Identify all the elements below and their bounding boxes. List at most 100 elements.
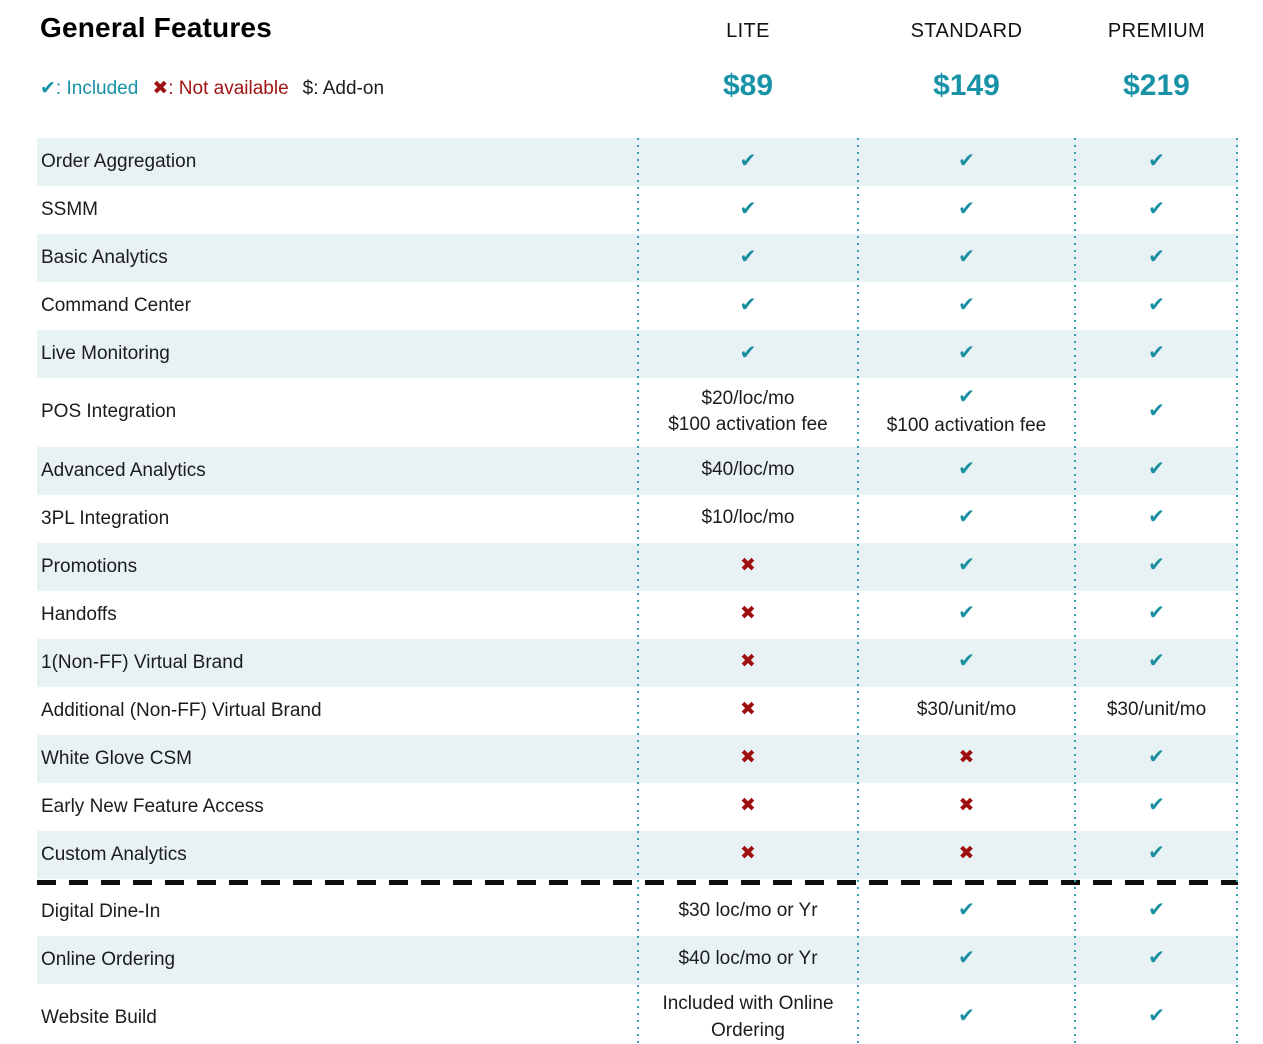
plan-value-cell: ✔ xyxy=(858,190,1075,231)
feature-label: Additional (Non-FF) Virtual Brand xyxy=(41,699,322,721)
plan-value-cell: ✖ xyxy=(638,690,858,731)
plan-value-cell: ✔ xyxy=(858,238,1075,279)
feature-label: Early New Feature Access xyxy=(41,795,264,817)
check-icon: ✔ xyxy=(958,899,975,922)
cross-icon: ✖ xyxy=(958,795,975,817)
table-row: Online Ordering $40 loc/mo or Yr ✔ ✔ xyxy=(37,935,1238,984)
table-header: General Features ✔: Included ✖: Not avail… xyxy=(37,0,1238,138)
plan-value-cell: ✔ xyxy=(1075,642,1238,683)
plan-value-cell: ✖ xyxy=(638,786,858,827)
check-icon: ✔ xyxy=(958,149,975,172)
check-icon: ✔ xyxy=(958,293,975,316)
plan-value-cell: ✖ xyxy=(638,546,858,587)
check-icon: ✔ xyxy=(958,386,975,408)
plan-price-lite: $89 xyxy=(722,69,774,102)
plan-value-cell: ✔ xyxy=(1075,594,1238,635)
check-icon: ✔ xyxy=(1148,794,1165,817)
feature-label: Live Monitoring xyxy=(41,342,170,364)
plan-column-premium: PREMIUM $219 xyxy=(1075,0,1238,138)
check-icon: ✔ xyxy=(1148,602,1165,625)
plan-value-cell: ✔ xyxy=(1075,834,1238,875)
plan-value-cell: ✖ xyxy=(858,834,1075,875)
cross-icon: ✖ xyxy=(740,699,756,721)
feature-label: Digital Dine-In xyxy=(41,900,161,922)
check-icon: ✔ xyxy=(739,149,757,172)
cell-text: $10/loc/mo xyxy=(701,507,795,529)
check-icon: ✔ xyxy=(958,602,975,625)
feature-label: 1(Non-FF) Virtual Brand xyxy=(41,651,244,673)
cross-icon: ✖ xyxy=(740,747,756,769)
plan-value-cell: ✖ xyxy=(638,738,858,779)
check-icon: ✔ xyxy=(739,245,757,268)
plan-value-cell: $30/unit/mo xyxy=(858,690,1075,731)
cell-text: $40 loc/mo or Yr xyxy=(678,948,818,970)
check-icon: ✔ xyxy=(958,197,975,220)
plan-value-cell: ✔ xyxy=(1075,997,1238,1038)
plan-value-cell: ✔ $100 activation fee xyxy=(858,378,1075,447)
column-divider-dotted-line xyxy=(1236,138,1238,1044)
legend-not-available: ✖: Not available xyxy=(152,78,288,99)
table-row: Early New Feature Access ✖ ✖ ✔ xyxy=(37,783,1238,831)
legend: ✔: Included ✖: Not available $: Add-on xyxy=(40,77,398,100)
table-row: Command Center ✔ ✔ ✔ xyxy=(37,282,1238,330)
feature-label: Advanced Analytics xyxy=(41,459,206,481)
cell-text: $30 loc/mo or Yr xyxy=(678,900,818,922)
feature-label: Handoffs xyxy=(41,603,117,625)
plan-value-cell: $30 loc/mo or Yr xyxy=(638,891,858,932)
plan-value-cell: $30/unit/mo xyxy=(1075,690,1238,731)
cell-text: $30/unit/mo xyxy=(916,699,1017,721)
feature-label: Promotions xyxy=(41,555,138,577)
column-divider-dotted-line xyxy=(857,138,859,1044)
plan-value-cell: ✔ xyxy=(638,334,858,375)
table-row: Additional (Non-FF) Virtual Brand ✖ $30/un… xyxy=(37,687,1238,735)
plan-price-standard: $149 xyxy=(933,69,1000,102)
header-left: General Features ✔: Included ✖: Not avail… xyxy=(37,0,638,138)
plan-value-cell: ✔ xyxy=(858,997,1075,1038)
column-divider-dotted-line xyxy=(637,138,639,1044)
check-icon: ✔ xyxy=(958,506,975,529)
check-icon: ✔ xyxy=(1148,399,1165,422)
plan-value-cell: ✔ xyxy=(638,142,858,183)
check-icon: ✔ xyxy=(1148,746,1165,769)
check-icon: ✔ xyxy=(1148,341,1165,364)
legend-addon: $: Add-on xyxy=(303,78,384,99)
plan-name-standard: STANDARD xyxy=(910,20,1023,42)
table-row: SSMM ✔ ✔ ✔ xyxy=(37,186,1238,234)
plan-value-cell: ✔ xyxy=(1075,498,1238,539)
check-icon: ✔ xyxy=(958,1005,975,1028)
plan-value-cell: $40 loc/mo or Yr xyxy=(638,939,858,980)
legend-included: ✔: Included xyxy=(40,78,138,99)
column-divider-dotted-line xyxy=(1074,138,1076,1044)
plan-column-lite: LITE $89 xyxy=(638,0,858,138)
plan-value-cell: ✔ xyxy=(1075,392,1238,433)
check-icon: ✔ xyxy=(739,197,757,220)
feature-label: Website Build xyxy=(41,1006,157,1028)
cross-icon: ✖ xyxy=(740,555,756,577)
page-title: General Features xyxy=(40,12,272,43)
plan-value-cell: ✔ xyxy=(858,546,1075,587)
feature-label: Custom Analytics xyxy=(41,843,187,865)
check-icon: ✔ xyxy=(1148,458,1165,481)
check-icon: ✔ xyxy=(958,341,975,364)
feature-label: White Glove CSM xyxy=(41,747,192,769)
plan-value-cell: ✔ xyxy=(858,891,1075,932)
feature-label: 3PL Integration xyxy=(41,507,170,529)
plan-value-cell: ✖ xyxy=(638,642,858,683)
table-row: Website Build Included with Online Orderi… xyxy=(37,984,1238,1044)
feature-label: Command Center xyxy=(41,294,191,316)
feature-label: SSMM xyxy=(41,198,98,220)
plan-value-cell: ✔ xyxy=(858,498,1075,539)
check-icon: ✔ xyxy=(958,245,975,268)
plan-value-cell: ✔ xyxy=(858,939,1075,980)
legend-included-label: : Included xyxy=(55,78,139,99)
plan-value-cell: ✖ xyxy=(638,594,858,635)
check-icon: ✔ xyxy=(958,458,975,481)
plan-value-cell: ✔ xyxy=(1075,334,1238,375)
plan-value-cell: ✔ xyxy=(1075,738,1238,779)
plan-value-cell: $20/loc/mo $100 activation fee xyxy=(638,379,858,447)
cell-text: Included with Online Ordering xyxy=(662,992,834,1041)
feature-label: Basic Analytics xyxy=(41,246,168,268)
cross-icon: ✖ xyxy=(958,843,975,865)
table-row: Handoffs ✖ ✔ ✔ xyxy=(37,591,1238,639)
plan-name-lite: LITE xyxy=(726,20,770,42)
